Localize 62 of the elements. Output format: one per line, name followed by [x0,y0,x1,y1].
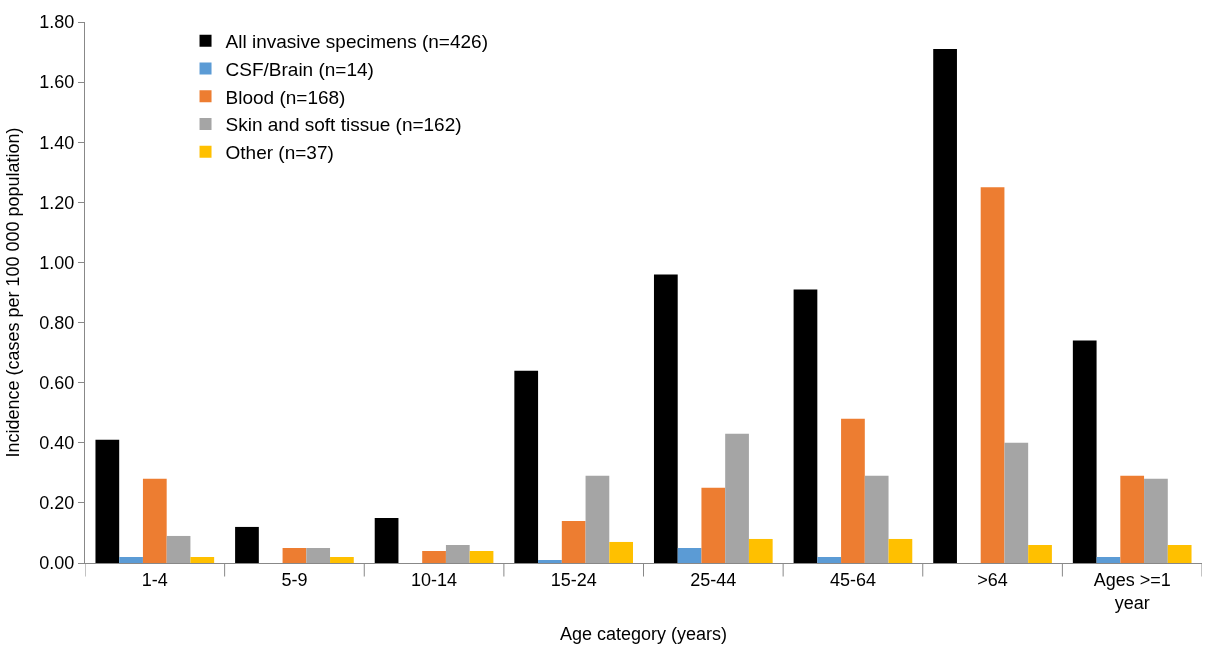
y-axis-title: Incidence (cases per 100 000 population) [2,127,23,458]
y-tick-label: 1.00 [39,252,75,273]
x-tick-label: 5-9 [281,569,308,590]
bar [1167,544,1192,563]
y-tick-label: 1.20 [39,192,75,213]
bar [282,547,307,563]
bar [1120,475,1145,563]
x-axis-title: Age category (years) [559,624,728,645]
bar [469,550,494,563]
bar [980,187,1005,563]
bar [933,49,957,563]
legend-label: All invasive specimens (n=426) [225,31,488,53]
bar [95,439,120,563]
bar [235,526,259,563]
bar [330,556,354,563]
x-tick-label: Ages >=1 year [1093,569,1171,613]
bar [585,475,610,563]
bar [1096,556,1121,563]
bar [1004,442,1029,563]
bar [561,520,586,563]
x-tick-label: 15-24 [550,569,597,590]
bar [422,550,446,563]
y-tick-label: 1.60 [39,72,75,93]
bar [725,433,749,563]
bar [793,289,818,563]
legend-label: Other (n=37) [225,142,334,164]
bar [1144,478,1168,563]
y-tick-label: 1.40 [39,132,75,153]
y-tick-label: 0.40 [39,433,75,454]
bar [190,556,215,563]
legend-label: Skin and soft tissue (n=162) [225,114,462,136]
bar [748,538,773,563]
bar [445,544,470,563]
bar [677,547,702,563]
bar [142,478,167,563]
x-tick-label: >64 [977,569,1008,590]
bar [864,475,889,563]
bar [538,559,562,563]
y-tick-label: 0.80 [39,312,75,333]
y-tick-label: 0.60 [39,372,75,393]
bar [841,418,865,563]
y-tick-label: 1.80 [39,12,75,33]
bar [166,535,191,563]
bar [119,556,143,563]
bar [306,547,331,563]
bar [609,541,634,563]
bar [888,538,913,563]
x-tick-label: 45-64 [829,569,876,590]
y-tick-label: 0.00 [39,553,75,574]
x-tick-label: 1-4 [141,569,168,590]
bar [1072,340,1097,563]
bar [1028,544,1052,563]
bar [653,274,678,563]
x-tick-label: 10-14 [411,569,458,590]
x-tick-label: 25-44 [690,569,737,590]
y-tick-label: 0.20 [39,493,75,514]
legend-label: Blood (n=168) [225,86,346,108]
legend-label: CSF/Brain (n=14) [225,58,374,80]
bar [374,517,399,563]
bar [817,556,842,563]
bar [514,370,539,563]
bar [701,487,726,563]
